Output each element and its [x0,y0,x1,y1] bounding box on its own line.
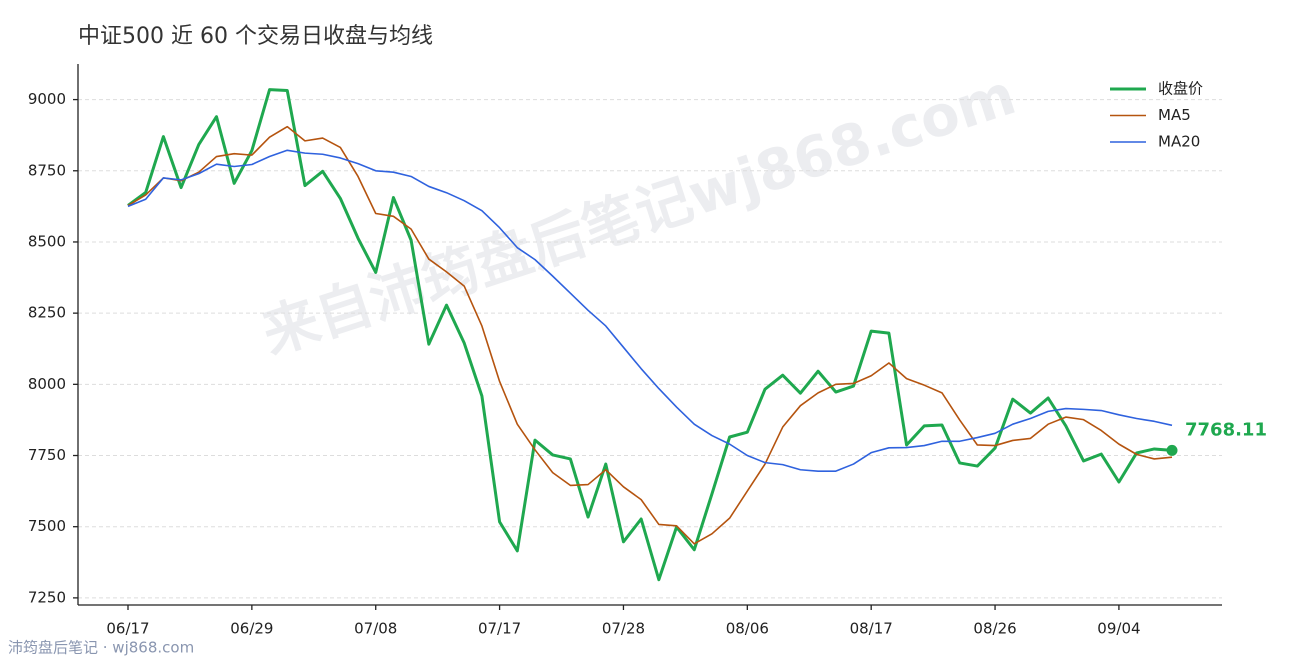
x-tick-label: 08/26 [973,620,1016,638]
x-tick-label: 09/04 [1097,620,1140,638]
series-line [127,125,1173,545]
legend-label: MA5 [1158,106,1191,124]
y-tick-label: 7250 [28,588,66,606]
y-tick-label: 7750 [28,446,66,464]
chart-title: 中证500 近 60 个交易日收盘与均线 [78,24,433,49]
y-tick-label: 8000 [28,375,66,393]
legend-label: 收盘价 [1158,80,1203,98]
series-line [127,149,1173,472]
x-tick-label: 08/06 [726,620,769,638]
x-tick-label: 07/28 [602,620,645,638]
last-point [1166,444,1178,456]
last-value-label: 7768.11 [1185,419,1267,440]
legend-label: MA20 [1158,133,1200,151]
y-tick-label: 9000 [28,90,66,108]
x-tick-label: 07/17 [478,620,521,638]
footer: 沛筠盘后笔记 · wj868.com [8,639,194,657]
y-tick-label: 8500 [28,232,66,250]
y-tick-label: 8250 [28,304,66,322]
x-tick-label: 07/08 [354,620,397,638]
y-tick-label: 7500 [28,517,66,535]
y-tick-label: 8750 [28,161,66,179]
watermark: 来自沛筠盘后笔记wj868.com [255,62,1024,367]
x-tick-label: 06/17 [106,620,149,638]
x-tick-label: 08/17 [850,620,893,638]
x-tick-label: 06/29 [230,620,273,638]
series-line [127,88,1173,582]
